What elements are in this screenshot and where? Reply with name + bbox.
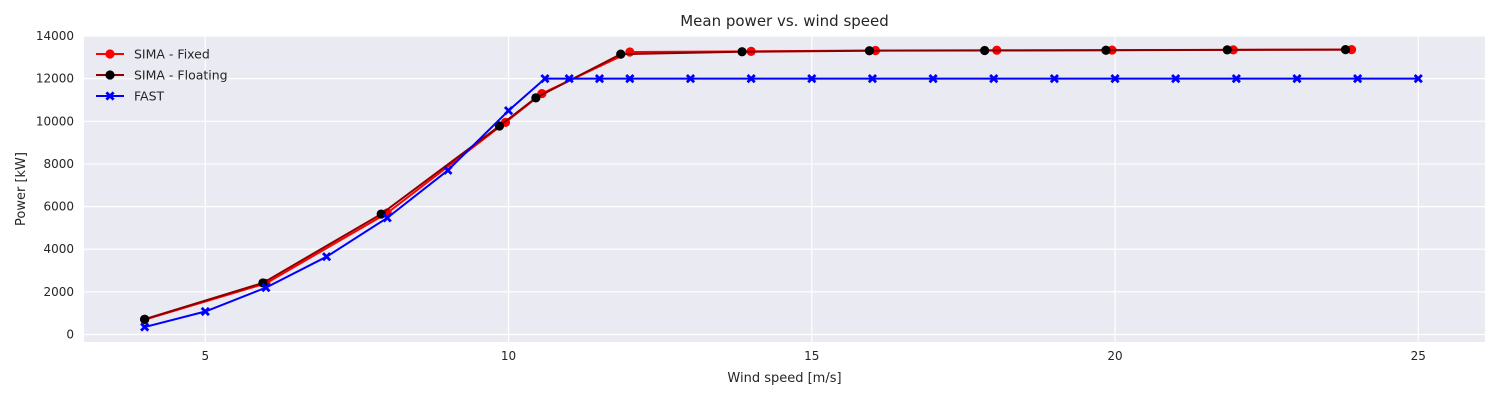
data-point-sima-floating	[140, 314, 150, 324]
x-axis-label: Wind speed [m/s]	[727, 371, 841, 386]
chart-title: Mean power vs. wind speed	[680, 12, 889, 30]
legend-item-sima-fixed: SIMA - Fixed	[96, 47, 210, 62]
data-point-sima-floating	[1101, 45, 1111, 55]
data-point-fast	[1292, 74, 1302, 84]
legend-label: FAST	[134, 89, 165, 104]
data-point-sima-floating	[616, 49, 626, 59]
series-line-fast	[144, 77, 1419, 329]
x-tick-label: 5	[201, 349, 209, 363]
data-point-sima-floating	[980, 45, 990, 56]
y-tick-label: 14000	[36, 29, 74, 43]
legend-label: SIMA - Floating	[134, 68, 228, 83]
data-point-sima-floating	[1222, 45, 1232, 55]
x-tick-label: 10	[501, 349, 516, 363]
legend-item-fast: FAST	[96, 89, 165, 104]
plot-background	[84, 36, 1485, 342]
data-point-fast	[989, 74, 999, 84]
y-tick-label: 2000	[43, 285, 74, 299]
data-point-fast	[1231, 74, 1241, 84]
data-point-fast	[1049, 74, 1059, 84]
data-point-fast	[322, 252, 332, 262]
series-fast	[140, 74, 1423, 332]
data-point-fast	[200, 306, 210, 317]
data-point-fast	[928, 74, 938, 84]
data-point-fast	[625, 74, 635, 84]
data-point-fast	[564, 74, 574, 84]
legend-marker	[105, 70, 115, 80]
data-point-sima-fixed	[625, 47, 635, 57]
data-point-fast	[540, 74, 550, 84]
data-point-fast	[382, 213, 392, 223]
y-tick-label: 0	[66, 328, 74, 342]
legend: SIMA - Fixed SIMA - Floating FAST	[96, 47, 228, 104]
legend-marker	[105, 91, 115, 101]
data-point-fast	[503, 106, 514, 116]
data-point-sima-floating	[376, 209, 386, 219]
y-axis-ticks: 0 2000 4000 6000 8000 10000 12000 14000	[36, 29, 74, 342]
data-point-fast	[1110, 74, 1120, 84]
y-axis-label: Power [kW]	[14, 152, 29, 226]
x-tick-label: 15	[804, 349, 819, 363]
series-sima-floating	[140, 45, 1351, 324]
legend-label: SIMA - Fixed	[134, 47, 210, 62]
data-point-fast	[807, 74, 817, 84]
y-tick-label: 12000	[36, 72, 74, 86]
legend-item-sima-floating: SIMA - Floating	[96, 68, 228, 83]
x-tick-label: 20	[1107, 349, 1122, 363]
data-point-fast	[594, 74, 605, 84]
data-point-fast	[867, 74, 878, 84]
data-point-fast	[1353, 74, 1363, 84]
data-point-sima-floating	[1340, 45, 1351, 55]
data-point-fast	[443, 165, 453, 175]
y-tick-label: 6000	[43, 200, 74, 214]
x-tick-label: 25	[1411, 349, 1426, 363]
gridlines	[84, 35, 1485, 342]
y-tick-label: 8000	[43, 157, 74, 171]
y-tick-label: 4000	[43, 242, 74, 256]
y-tick-label: 10000	[36, 114, 74, 128]
series-line-sima-floating	[144, 48, 1346, 321]
series-layer	[140, 45, 1423, 332]
data-point-fast	[140, 322, 150, 332]
data-point-fast	[1171, 74, 1181, 84]
data-point-fast	[746, 74, 756, 84]
data-point-sima-floating	[494, 121, 505, 131]
legend-marker	[105, 49, 115, 59]
x-axis-ticks: 5 10 15 20 25	[201, 349, 1425, 363]
data-point-sima-floating	[864, 46, 875, 56]
data-point-fast	[261, 283, 271, 293]
data-point-fast	[1413, 74, 1423, 84]
data-point-sima-floating	[737, 47, 747, 57]
data-point-sima-floating	[531, 93, 541, 103]
data-point-fast	[685, 74, 696, 84]
